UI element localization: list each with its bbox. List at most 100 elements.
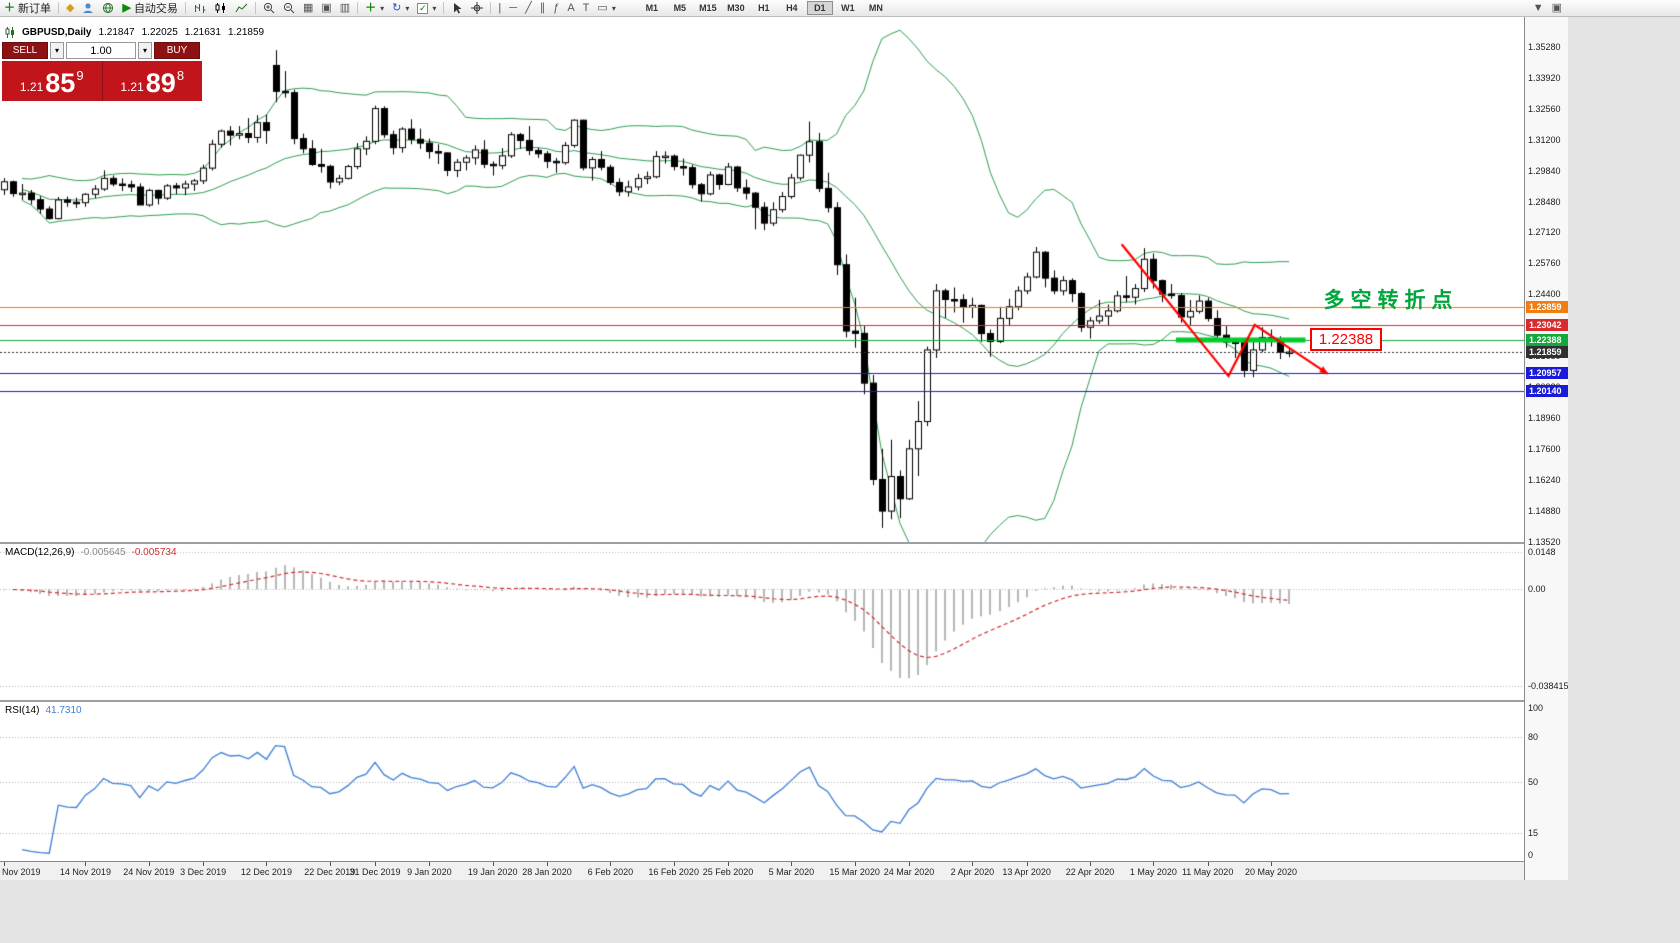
label-tool[interactable]: T (579, 0, 594, 16)
rsi-chart-canvas[interactable] (0, 702, 1524, 861)
trendline-tool[interactable]: ╱ (521, 0, 536, 16)
trade-panel-controls: SELL ▾ ▾ BUY (2, 42, 202, 59)
cascade-windows-button[interactable]: ▣ (317, 0, 335, 16)
chart-window: GBPUSD,Daily 1.21847 1.22025 1.21631 1.2… (0, 17, 1569, 880)
wizard-button[interactable]: ◆ (62, 0, 78, 16)
cursor-tool-button[interactable] (447, 0, 467, 16)
channel-icon: ∥ (539, 1, 546, 14)
pane-splitter[interactable] (0, 700, 1524, 702)
time-tick (1271, 862, 1272, 866)
channel-tool[interactable]: ∥ (536, 0, 550, 16)
crosshair-tool-button[interactable] (467, 0, 487, 16)
sell-options-dropdown[interactable]: ▾ (50, 42, 64, 59)
time-tick (493, 862, 494, 866)
scale-label: 50 (1528, 776, 1539, 787)
auto-trading-button[interactable]: ▶ 自动交易 (118, 0, 181, 16)
scale-label: 15 (1528, 827, 1539, 838)
scale-label: 1.27120 (1528, 227, 1561, 238)
new-order-button[interactable]: ＋ 新订单 (0, 0, 55, 16)
timeframe-button-m15[interactable]: M15 (699, 3, 717, 13)
sell-button[interactable]: SELL (2, 42, 48, 59)
scale-label: 1.28480 (1528, 196, 1561, 207)
time-tick (547, 862, 548, 866)
timeframe-button-h4[interactable]: H4 (786, 3, 798, 13)
separator (357, 2, 359, 14)
profile-button[interactable] (78, 0, 98, 16)
community-button[interactable] (98, 0, 118, 16)
timeframe-button-w1[interactable]: W1 (841, 3, 855, 13)
templates-button[interactable]: ✓ ▾ (413, 0, 440, 16)
auto-scroll-icon[interactable]: ▣ (1551, 1, 1562, 14)
timeframe-button-m1[interactable]: M1 (645, 3, 659, 13)
timeframe-button-mn[interactable]: MN (868, 3, 883, 13)
sell-quote[interactable]: 1.21 85 9 (2, 61, 102, 101)
fibonacci-icon: ƒ (553, 1, 560, 14)
timeframe-group: M1 M5 M15 M30 H1 H4 D1 W1 MN (638, 1, 890, 15)
divider (101, 61, 103, 101)
arrange-windows-button[interactable]: ▥ (336, 0, 354, 16)
timeframe-button-m30[interactable]: M30 (727, 3, 745, 13)
time-tick (1090, 862, 1091, 866)
buy-quote[interactable]: 1.21 89 8 (103, 61, 203, 101)
vertical-line-icon: | (498, 1, 502, 14)
zoom-in-button[interactable] (259, 0, 279, 16)
pane-splitter[interactable] (0, 542, 1524, 544)
time-tick (149, 862, 150, 866)
chevron-down-icon: ▾ (142, 45, 147, 55)
date-label: 5 Mar 2020 (768, 867, 815, 877)
scale-label: 0 (1528, 850, 1534, 860)
bar-chart-button[interactable] (189, 0, 210, 16)
turning-point-annotation[interactable]: 多空转折点 (1323, 289, 1459, 313)
buy-button[interactable]: BUY (154, 42, 200, 59)
price-callout-label[interactable]: 1.22388 (1309, 328, 1383, 352)
buy-price-pipette: 8 (176, 68, 185, 83)
zoom-in-icon (263, 2, 275, 14)
new-order-label: 新订单 (18, 3, 51, 15)
horizontal-line-tool[interactable]: ─ (505, 0, 521, 16)
time-tick (909, 862, 910, 866)
fibonacci-tool[interactable]: ƒ (549, 0, 563, 16)
separator (184, 2, 186, 14)
date-label: 11 May 2020 (1181, 867, 1234, 877)
macd-signal-value: -0.005734 (131, 547, 177, 558)
text-tool[interactable]: A (563, 0, 578, 16)
date-label: 28 Jan 2020 (522, 867, 572, 877)
time-tick (972, 862, 973, 866)
date-label: 2 Apr 2020 (950, 867, 995, 877)
lot-options-dropdown[interactable]: ▾ (138, 42, 152, 59)
macd-chart-canvas[interactable] (0, 544, 1524, 700)
scale-label: 0.00 (1528, 584, 1546, 595)
time-tick (85, 862, 86, 866)
timeframe-button-h1[interactable]: H1 (758, 3, 770, 13)
timeframe-button-m5[interactable]: M5 (673, 3, 687, 13)
lot-size-input[interactable] (66, 42, 136, 59)
price-scale[interactable]: 1.35280 1.33920 1.32560 1.31200 1.29840 1.284… (1524, 17, 1569, 880)
person-icon (83, 3, 93, 13)
chart-shift-icon[interactable]: ▼ (1532, 1, 1544, 14)
scale-label: 0.0148 (1528, 547, 1556, 558)
price-level-badge: 1.23042 (1526, 319, 1568, 332)
zoom-out-button[interactable] (279, 0, 299, 16)
scale-label: 1.16240 (1528, 474, 1561, 485)
separator (490, 2, 492, 14)
add-indicator-button[interactable]: ＋ ▾ (361, 0, 388, 16)
globe-icon (103, 2, 114, 14)
candlestick-chart-button[interactable] (210, 0, 231, 16)
macd-label: MACD(12,26,9) -0.005645 -0.005734 (5, 547, 177, 558)
shapes-tool[interactable]: ▭ ▾ (593, 0, 619, 16)
chevron-down-icon: ▾ (405, 3, 410, 13)
line-chart-button[interactable] (231, 0, 252, 16)
date-label: 9 Jan 2020 (407, 867, 452, 877)
price-chart-canvas[interactable] (0, 17, 1524, 542)
date-label: 22 Dec 2019 (304, 867, 356, 877)
refresh-button[interactable]: ↻ ▾ (388, 0, 413, 16)
scale-label: 1.33920 (1528, 72, 1561, 83)
vertical-line-tool[interactable]: | (494, 0, 505, 16)
timeframe-button-d1[interactable]: D1 (806, 1, 833, 15)
chart-info-line: GBPUSD,Daily 1.21847 1.22025 1.21631 1.2… (5, 27, 264, 38)
time-axis[interactable]: Nov 2019 14 Nov 2019 24 Nov 2019 3 Dec 2019… (0, 861, 1524, 880)
tile-windows-button[interactable]: ▦ (299, 0, 317, 16)
chevron-down-icon: ▾ (380, 3, 385, 13)
horizontal-line-icon: ─ (509, 1, 518, 14)
